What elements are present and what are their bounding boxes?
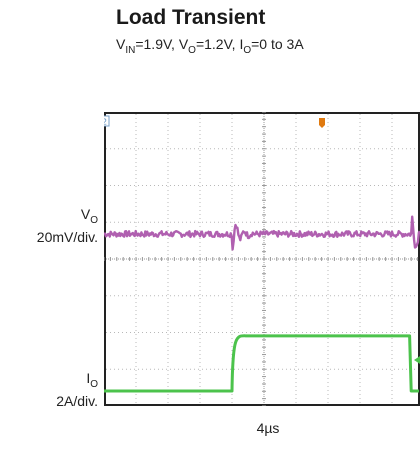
test-conditions: VIN=1.9V, VO=1.2V, IO=0 to 3A bbox=[116, 36, 304, 56]
vo-scale: 20mV/div. bbox=[36, 228, 98, 245]
oscilloscope-screen: 2 3 1 bbox=[104, 112, 420, 406]
io-scale: 2A/div. bbox=[56, 392, 98, 409]
timebase-label: 4µs bbox=[256, 420, 280, 436]
channel-markers: 2 3 1 bbox=[104, 115, 420, 364]
io-trace bbox=[104, 334, 419, 393]
ch2-marker bbox=[104, 115, 110, 127]
trigger-level-marker bbox=[414, 356, 420, 364]
scope-grid bbox=[104, 112, 419, 406]
vo-trace bbox=[104, 215, 420, 251]
trigger-marker bbox=[319, 118, 325, 128]
vo-channel-label: VO 20mV/div. bbox=[36, 206, 98, 245]
io-channel-label: IO 2A/div. bbox=[56, 370, 98, 409]
page-title: Load Transient bbox=[116, 6, 266, 29]
ch2-marker-label: 2 bbox=[104, 118, 107, 127]
